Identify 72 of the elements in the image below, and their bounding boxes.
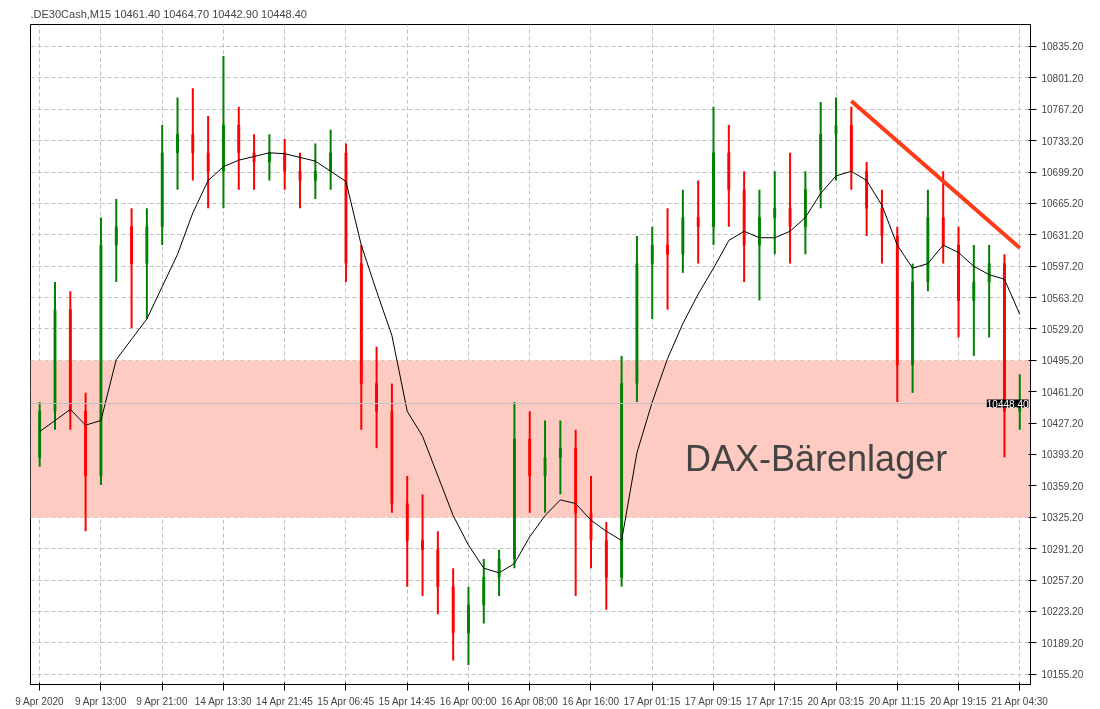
y-tick-label: 10563.20 [1041,292,1084,304]
x-tick-label: 14 Apr 21:45 [256,695,314,707]
candlestick [130,207,133,330]
y-tick-label: 10631.20 [1041,229,1084,241]
y-tick-label: 10801.20 [1041,72,1084,84]
x-tick-label: 9 Apr 2020 [15,695,65,707]
candlestick [176,96,179,191]
x-tick-label: 17 Apr 17:15 [746,695,804,707]
x-tick-label: 16 Apr 00:00 [439,695,497,707]
chart-title: .DE30Cash,M15 10461.40 10464.70 10442.90 10448.40 [30,7,307,20]
candlestick [283,137,287,191]
candlestick [650,225,654,320]
y-tick-label: 10767.20 [1041,104,1084,116]
ref-line-label: 10448.40 [986,398,1029,410]
x-tick-label: 14 Apr 13:30 [194,695,252,707]
x-tick-label: 9 Apr 21:00 [136,695,188,707]
candlestick [558,419,562,496]
candlestick [788,151,792,265]
candlestick [421,493,424,597]
candlestick [758,188,761,302]
y-tick-label: 10189.20 [1041,637,1084,649]
y-tick-label: 10155.20 [1041,669,1084,681]
candlestick [696,179,700,265]
y-tick-label: 10461.20 [1041,386,1084,398]
candlestick [987,244,991,339]
candlestick [543,419,547,514]
candlestick [911,262,914,394]
band-label: DAX-Bärenlager [685,438,948,480]
candlestick [957,225,960,339]
y-tick-label: 10223.20 [1041,606,1084,618]
candlestick [712,105,715,247]
y-tick-label: 10699.20 [1041,167,1084,179]
y-tick-label: 10665.20 [1041,198,1084,210]
x-tick-label: 21 Apr 04:30 [991,695,1049,707]
candlestick [114,197,118,284]
x-tick-label: 17 Apr 09:15 [684,695,743,707]
candlestick [666,207,669,311]
candlestick [375,345,379,450]
y-tick-label: 10495.20 [1041,355,1084,367]
x-tick-label: 20 Apr 03:15 [807,695,865,707]
x-tick-label: 16 Apr 16:00 [562,695,620,707]
x-tick-label: 17 Apr 01:15 [623,695,681,707]
candlestick [773,170,777,256]
x-tick-label: 9 Apr 13:00 [75,695,127,707]
candlestick [329,128,333,191]
candlestick [834,96,838,182]
candlestick [513,401,516,570]
candlestick [267,133,271,182]
y-tick-label: 10597.20 [1041,261,1084,273]
candlestick [497,548,501,597]
candlestick [313,142,317,200]
x-tick-label: 20 Apr 11:15 [869,695,926,707]
candlestick [972,244,976,357]
y-tick-label: 10427.20 [1041,418,1084,430]
y-tick-label: 10835.20 [1041,41,1084,53]
y-tick-label: 10291.20 [1041,543,1084,555]
candlestick [206,114,210,210]
y-tick-label: 10359.20 [1041,480,1084,492]
y-tick-label: 10257.20 [1041,575,1084,587]
candlestick [298,151,302,210]
x-tick-label: 20 Apr 19:15 [929,695,988,707]
x-tick-label: 15 Apr 06:45 [317,695,375,707]
y-tick-label: 10325.20 [1041,512,1084,524]
y-tick-label: 10733.20 [1041,135,1084,147]
candlestick [222,54,225,210]
x-tick-label: 15 Apr 14:45 [378,695,436,707]
y-tick-label: 10393.20 [1041,449,1084,461]
candlestick [252,133,256,191]
candlestick [191,87,195,182]
y-tick-label: 10529.20 [1041,323,1084,335]
x-tick-label: 16 Apr 08:00 [501,695,559,707]
candlestick [467,585,470,667]
